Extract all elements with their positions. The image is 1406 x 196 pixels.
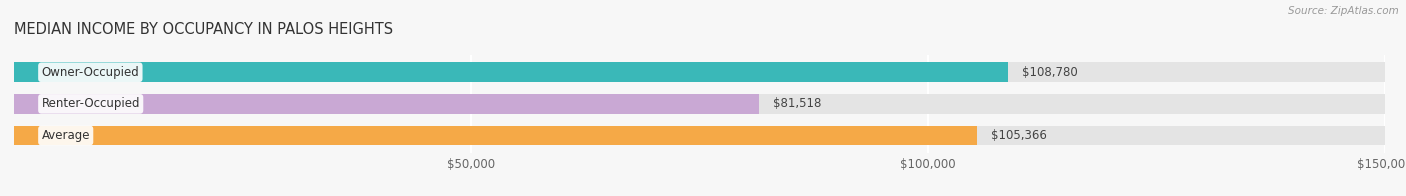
- Text: Renter-Occupied: Renter-Occupied: [42, 97, 141, 110]
- Text: $81,518: $81,518: [773, 97, 821, 110]
- Bar: [14, 94, 759, 114]
- Bar: [14, 126, 977, 145]
- Text: $108,780: $108,780: [1022, 66, 1077, 79]
- Text: Owner-Occupied: Owner-Occupied: [42, 66, 139, 79]
- Bar: [14, 63, 1385, 82]
- Bar: [14, 63, 1008, 82]
- Bar: [14, 126, 1385, 145]
- Bar: [14, 94, 1385, 114]
- Text: $105,366: $105,366: [991, 129, 1046, 142]
- Text: Average: Average: [42, 129, 90, 142]
- Text: Source: ZipAtlas.com: Source: ZipAtlas.com: [1288, 6, 1399, 16]
- Text: MEDIAN INCOME BY OCCUPANCY IN PALOS HEIGHTS: MEDIAN INCOME BY OCCUPANCY IN PALOS HEIG…: [14, 22, 394, 37]
